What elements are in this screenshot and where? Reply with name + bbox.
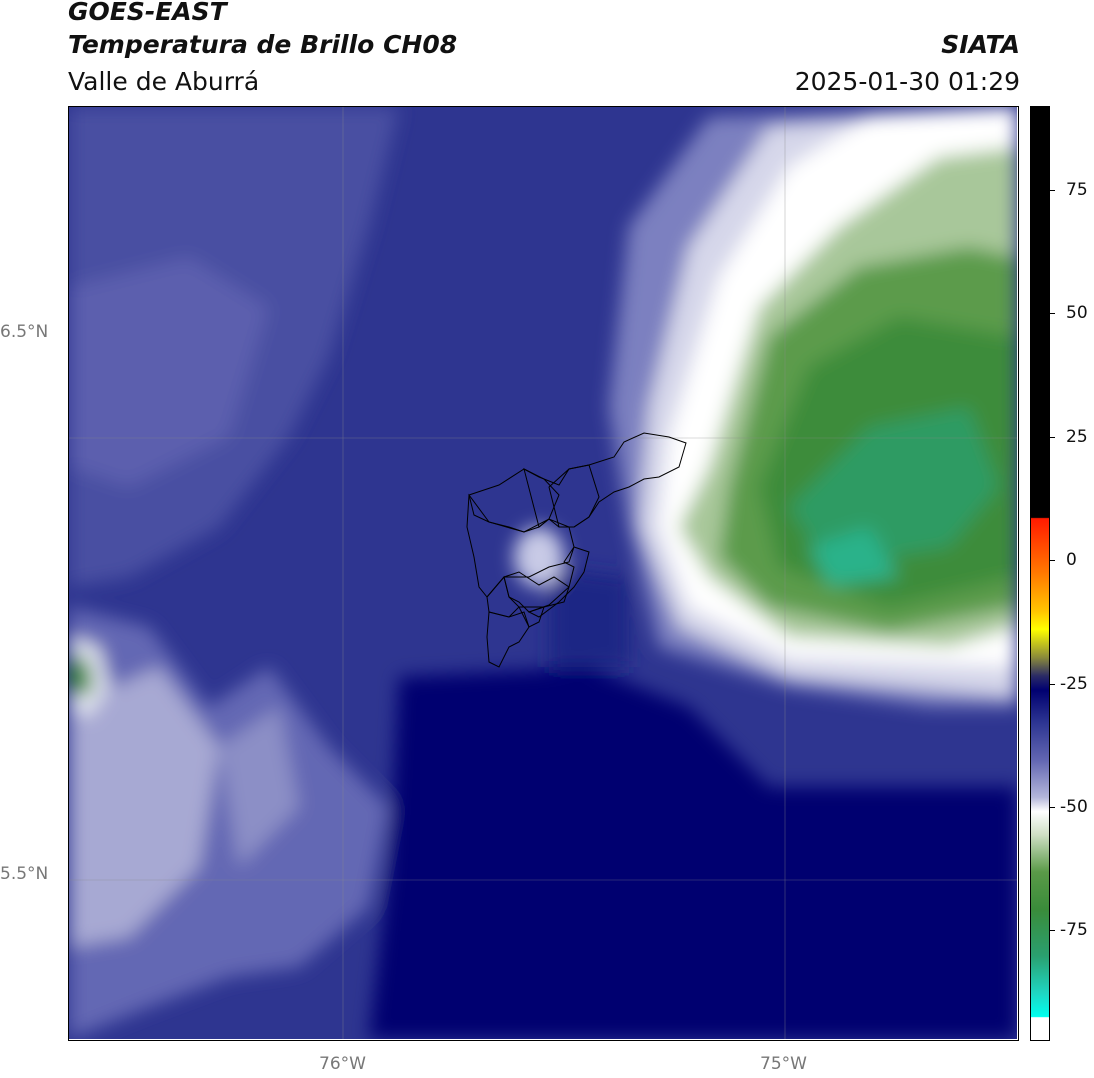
cb-tick-minus-75: [1049, 930, 1055, 931]
lon-label-75: 75°W: [760, 1054, 807, 1074]
cb-label-minus-50: -50: [1060, 797, 1088, 817]
cb-label-0: 0: [1066, 550, 1077, 570]
lat-label-6-5: 6.5°N: [0, 322, 49, 342]
cb-tick-50: [1049, 313, 1055, 314]
temperature-colorbar: [1030, 106, 1050, 1041]
lat-label-5-5: 5.5°N: [0, 864, 49, 884]
lon-label-76: 76°W: [319, 1054, 366, 1074]
satellite-title: GOES-EAST: [68, 0, 227, 26]
cb-label-50: 50: [1066, 303, 1088, 323]
map-canvas: [69, 107, 1017, 1039]
product-title: Temperatura de Brillo CH08: [68, 30, 458, 59]
cb-tick-0: [1049, 560, 1055, 561]
brightness-temperature-map: [68, 106, 1019, 1041]
cloud-field: [69, 107, 1017, 1039]
graticule: [69, 107, 1017, 1039]
cb-label-minus-25: -25: [1060, 674, 1088, 694]
cb-tick-minus-25: [1049, 684, 1055, 685]
cb-tick-75: [1049, 190, 1055, 191]
colorbar-gradient: [1031, 107, 1049, 1040]
region-label: Valle de Aburrá: [68, 67, 260, 96]
cb-label-75: 75: [1066, 180, 1088, 200]
datetime-label: 2025-01-30 01:29: [794, 67, 1020, 96]
cb-label-minus-75: -75: [1060, 920, 1088, 940]
cb-label-25: 25: [1066, 427, 1088, 447]
cb-tick-minus-50: [1049, 807, 1055, 808]
municipality-boundaries: [466, 432, 687, 668]
cb-tick-25: [1049, 437, 1055, 438]
agency-label: SIATA: [941, 30, 1020, 59]
